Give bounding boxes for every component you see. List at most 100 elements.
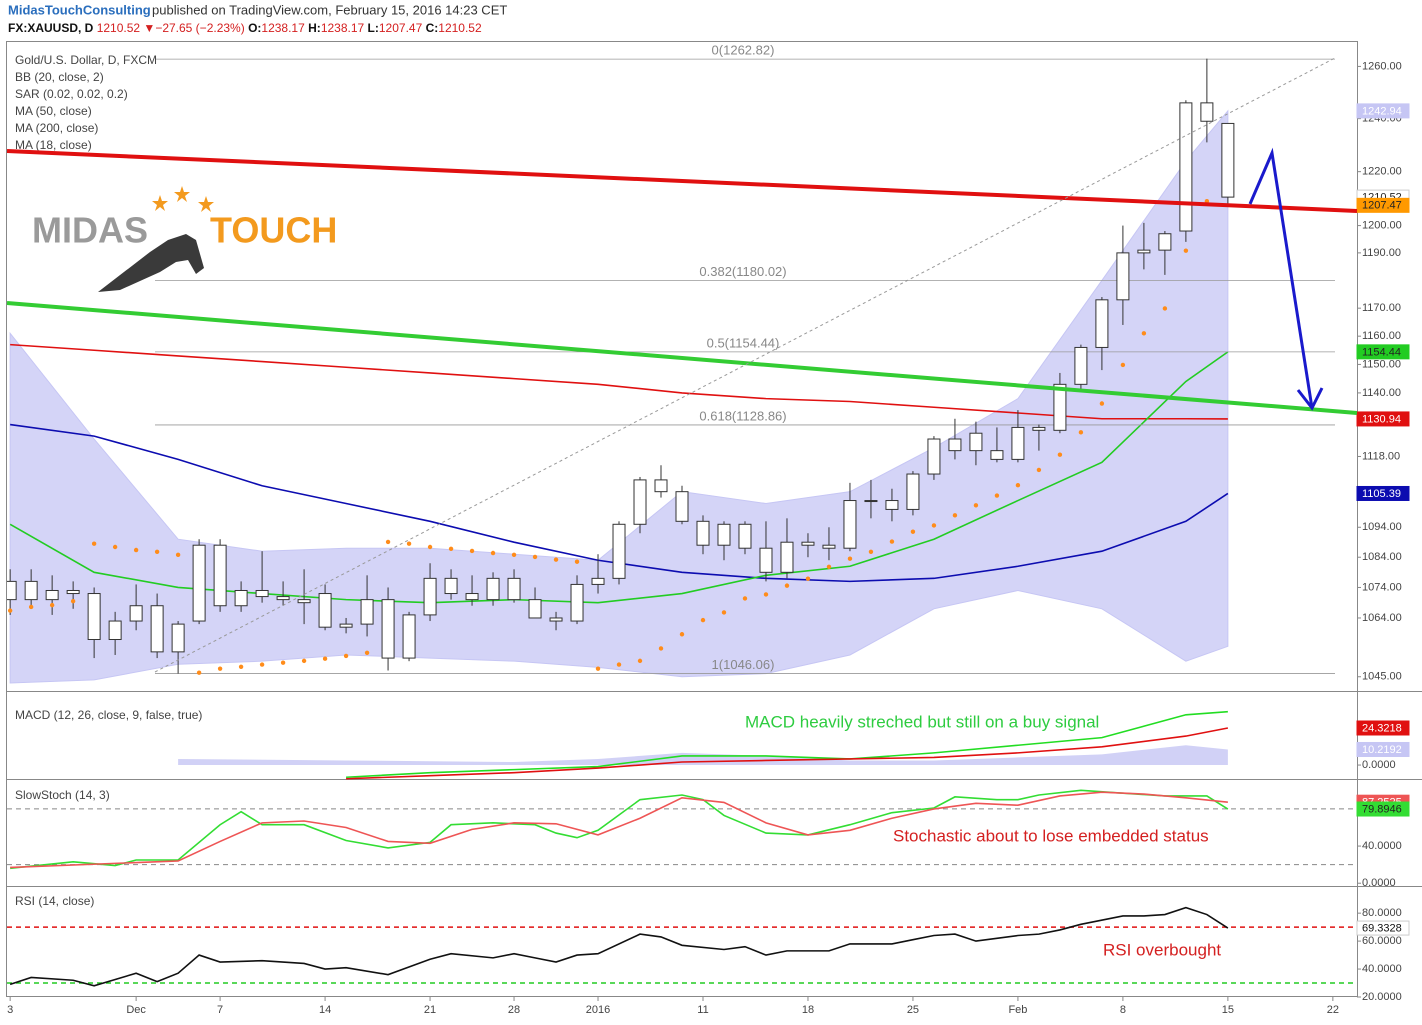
quote-c: 1210.52: [438, 21, 482, 35]
sar-dot: [469, 548, 475, 554]
candle-body: [1158, 233, 1172, 251]
resistance-line: [6, 149, 1358, 213]
indicator-line: [346, 710, 1228, 779]
sar-dot: [490, 550, 496, 556]
fib-label: 0.382(1180.02): [699, 264, 786, 279]
legend-entry: MA (200, close): [15, 121, 98, 135]
star: [174, 186, 190, 202]
sar-dot: [70, 598, 76, 604]
quote-h-label: H:: [308, 21, 321, 35]
candle-body: [780, 541, 794, 573]
price-badge: [1356, 344, 1410, 360]
sar-dot: [343, 653, 349, 659]
candle-body: [990, 450, 1004, 460]
sar-dot: [826, 564, 832, 570]
candle-body: [213, 544, 227, 607]
legend-title: Gold/U.S. Dollar, D, FXCM: [15, 53, 157, 67]
quote-symbol: FX:XAUUSD, D: [8, 21, 94, 35]
sar-dot: [1057, 452, 1063, 457]
y-tick-label: 1200.00: [1362, 219, 1402, 231]
bollinger-band: [9, 109, 1229, 684]
author[interactable]: MidasTouchConsulting: [8, 2, 151, 17]
candle-body: [444, 577, 458, 595]
candle-body: [276, 596, 290, 601]
price-badge: [1356, 103, 1410, 119]
sar-dot: [112, 544, 118, 550]
sar-dot: [931, 523, 937, 528]
candle-body: [66, 589, 80, 595]
fib-label: 0.5(1154.44): [707, 335, 780, 350]
sar-dot: [742, 596, 748, 601]
x-tick-label: 2016: [586, 1004, 610, 1016]
candle-body: [297, 599, 311, 604]
x-tick-label: 25: [907, 1004, 919, 1016]
y-tick-label: 0.0000: [1362, 877, 1396, 889]
legend-entry: SAR (0.02, 0.02, 0.2): [15, 87, 128, 101]
sar-dot: [910, 529, 916, 534]
candle-body: [381, 599, 395, 659]
candle-body: [948, 438, 962, 452]
candle-body: [549, 617, 563, 622]
sar-dot: [553, 557, 559, 562]
sar-dot: [217, 666, 223, 671]
candle-body: [675, 491, 689, 522]
price-badge-label: 1130.94: [1362, 413, 1401, 425]
sar-dot: [49, 602, 55, 608]
published: published on TradingView.com, February 1…: [152, 2, 507, 17]
arrow: [1248, 147, 1314, 409]
candle-body: [192, 544, 206, 622]
star: [152, 195, 168, 211]
sar-dot: [385, 539, 391, 545]
panel-title: RSI (14, close): [15, 894, 94, 908]
candle-body: [150, 605, 164, 653]
candle-body: [927, 438, 941, 475]
x-tick-label: 21: [424, 1004, 436, 1016]
price-badge: [1356, 485, 1410, 501]
candle-body: [885, 500, 899, 510]
sar-dot: [7, 608, 13, 613]
frame: [6, 41, 1358, 997]
y-tick-label: 1094.00: [1362, 521, 1402, 533]
candle-body: [465, 593, 479, 601]
quote-arrow: ▼: [143, 21, 155, 35]
axis: 1045.00 1064.00 1074.00 1084.00 1094.00 1118.…: [1357, 60, 1402, 683]
x-tick-label: 28: [508, 1004, 520, 1016]
sar-dot: [679, 632, 685, 637]
y-tick-label: 1260.00: [1362, 60, 1402, 72]
candle-body: [864, 500, 878, 503]
fib-label: 0.618(1128.86): [699, 408, 786, 423]
sar-dot: [133, 547, 139, 553]
legend-entry: MA (18, close): [15, 138, 92, 152]
y-tick-label: 0.0000: [1362, 759, 1396, 771]
quote-change: −27.65 (−2.23%): [155, 21, 244, 35]
sar-dot: [511, 552, 517, 558]
price-badge-label: 69.3328: [1362, 922, 1402, 934]
drawings: [6, 57, 1358, 673]
y-tick-label: 1045.00: [1362, 671, 1402, 683]
candle-body: [423, 577, 437, 616]
logo-right: TOUCH: [210, 210, 337, 251]
candle-body: [318, 593, 332, 628]
quote-l: 1207.47: [379, 21, 423, 35]
candle-body: [801, 541, 815, 546]
support-line: [6, 301, 1358, 415]
annotation: MACD heavily streched but still on a buy…: [745, 712, 1099, 731]
candle-body: [402, 614, 416, 659]
sar-dot: [1099, 401, 1105, 406]
y-tick-label: 1118.00: [1362, 450, 1400, 462]
sar-dot: [805, 576, 811, 581]
sar-dot: [448, 546, 454, 552]
y-tick-label: 60.0000: [1362, 935, 1402, 947]
sar-dot: [1183, 248, 1189, 253]
sar-dot: [1036, 467, 1042, 473]
axis: 0.0000 40.0000: [1357, 840, 1402, 889]
x-tick-label: 22: [1327, 1004, 1339, 1016]
y-tick-label: 1170.00: [1362, 302, 1401, 314]
indicator-line: [10, 789, 1229, 870]
x-tick-label: 15: [1222, 1004, 1234, 1016]
sar-dot: [1162, 306, 1168, 311]
price-badge-label: 24.3218: [1362, 722, 1402, 734]
candle-body: [255, 589, 269, 598]
axis: 0.0000: [1357, 759, 1396, 771]
price-badge-label: 1105.39: [1362, 488, 1401, 500]
